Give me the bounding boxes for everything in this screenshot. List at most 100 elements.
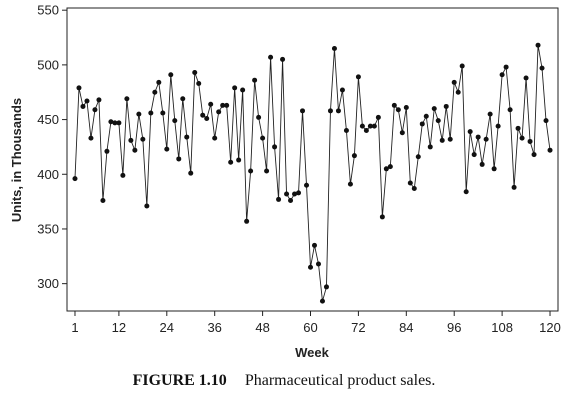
data-point <box>383 166 389 172</box>
data-point <box>415 154 421 160</box>
data-point <box>375 114 381 120</box>
data-point <box>280 56 286 62</box>
data-point <box>499 72 505 78</box>
data-point <box>276 196 282 202</box>
x-tick-label: 36 <box>207 320 221 335</box>
data-point <box>327 108 333 114</box>
x-tick-label: 108 <box>491 320 513 335</box>
y-axis-title: Units, in Thousands <box>9 98 24 222</box>
y-tick-label: 350 <box>37 221 59 236</box>
figure-caption: FIGURE 1.10 Pharmaceutical product sales… <box>0 372 568 390</box>
data-point <box>503 64 509 70</box>
data-point <box>547 147 553 153</box>
data-point <box>260 135 266 141</box>
data-point <box>459 63 465 69</box>
data-point <box>248 168 254 174</box>
data-point <box>495 123 501 129</box>
plot-frame <box>66 7 559 312</box>
data-point <box>220 102 226 108</box>
figure-number: FIGURE 1.10 <box>132 372 227 389</box>
data-point <box>335 108 341 114</box>
data-point <box>296 190 302 196</box>
data-point <box>331 45 337 51</box>
data-point <box>120 172 126 178</box>
data-point <box>315 261 321 267</box>
data-point <box>72 176 78 182</box>
data-point <box>80 103 86 109</box>
data-point <box>108 119 114 125</box>
data-point <box>411 185 417 191</box>
data-point <box>192 70 198 76</box>
data-point <box>471 152 477 158</box>
data-point <box>84 98 90 104</box>
data-point <box>363 128 369 134</box>
y-tick-label: 550 <box>37 3 59 18</box>
data-point <box>112 120 118 126</box>
data-point <box>128 137 134 143</box>
x-axis: 1 12 24 36 48 60 72 84 96 108 120 <box>71 311 561 335</box>
data-point <box>216 109 222 115</box>
data-point <box>527 138 533 144</box>
x-axis-title: Week <box>295 345 329 360</box>
data-point <box>208 101 214 107</box>
data-point <box>272 144 278 150</box>
data-point <box>539 65 545 71</box>
data-point <box>487 111 493 117</box>
data-point <box>439 137 445 143</box>
data-point <box>88 135 94 141</box>
data-point <box>172 118 178 124</box>
data-point <box>419 121 425 127</box>
data-point <box>403 105 409 111</box>
data-point <box>423 113 429 119</box>
data-point <box>132 147 138 153</box>
data-point <box>140 136 146 142</box>
data-point <box>343 128 349 134</box>
data-point <box>511 184 517 190</box>
data-point <box>531 152 537 158</box>
x-tick-label: 24 <box>160 320 174 335</box>
data-point <box>535 42 541 48</box>
data-point <box>443 103 449 109</box>
data-point <box>228 159 234 165</box>
data-point <box>212 135 218 141</box>
data-point <box>184 134 190 140</box>
data-point <box>387 164 393 170</box>
y-axis: 300 350 400 450 500 550 <box>37 3 67 291</box>
data-point <box>351 153 357 159</box>
data-point <box>92 107 98 113</box>
data-point <box>156 79 162 85</box>
data-point <box>463 189 469 195</box>
data-point <box>256 114 262 120</box>
data-point <box>543 118 549 124</box>
figure-caption-text: Pharmaceutical product sales. <box>244 372 436 389</box>
data-point <box>204 115 210 121</box>
data-point <box>268 54 274 60</box>
data-point <box>483 136 489 142</box>
data-point <box>379 214 385 220</box>
data-point <box>148 110 154 116</box>
data-point <box>236 157 242 163</box>
data-point <box>300 108 306 114</box>
x-tick-label: 12 <box>112 320 126 335</box>
data-point <box>523 75 529 81</box>
data-point <box>164 146 170 152</box>
data-point <box>76 85 82 91</box>
data-point <box>507 107 513 113</box>
data-point <box>395 107 401 113</box>
x-tick-label: 96 <box>447 320 461 335</box>
x-tick-label: 72 <box>351 320 365 335</box>
x-tick-label: 60 <box>303 320 317 335</box>
series-line <box>74 45 551 302</box>
data-point <box>100 198 106 204</box>
data-point <box>224 102 230 108</box>
data-point <box>399 130 405 136</box>
data-point <box>391 102 397 108</box>
data-point <box>240 87 246 93</box>
data-point <box>519 135 525 141</box>
data-point <box>232 85 238 91</box>
data-point <box>515 125 521 131</box>
data-point <box>347 181 353 187</box>
data-point <box>180 96 186 102</box>
data-point <box>264 168 270 174</box>
